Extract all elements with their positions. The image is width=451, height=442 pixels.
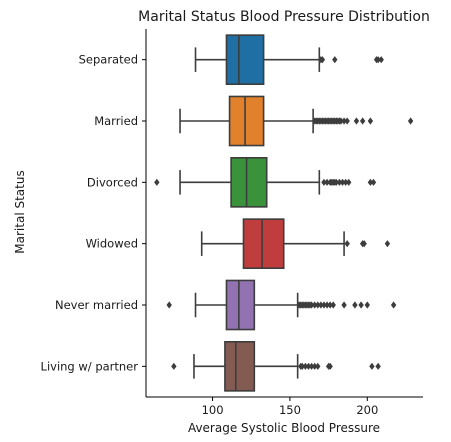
outlier-point: [407, 117, 414, 125]
x-tick-label: 100: [202, 403, 224, 417]
x-tick-label: 150: [279, 403, 301, 417]
outlier-point: [321, 178, 327, 186]
outlier-point: [332, 56, 338, 64]
outlier-point: [302, 362, 309, 370]
outlier-point: [327, 362, 333, 370]
outlier-point: [311, 362, 318, 370]
box: [228, 95, 265, 147]
outlier-point: [308, 362, 315, 370]
outlier-point: [171, 362, 177, 370]
outlier-point: [321, 301, 327, 309]
box: [225, 34, 265, 86]
outlier-point: [333, 178, 340, 186]
outlier-point: [375, 56, 381, 64]
y-tick-label: Never married: [55, 298, 138, 312]
outlier-point: [319, 56, 326, 64]
y-tick-label: Divorced: [87, 175, 138, 189]
chart-title: Marital Status Blood Pressure Distributi…: [138, 9, 430, 25]
outlier-point: [344, 117, 350, 125]
outlier-point: [384, 240, 391, 248]
box: [230, 157, 268, 208]
outlier-point: [370, 178, 377, 186]
box: [242, 218, 285, 269]
outlier-point: [352, 301, 358, 309]
y-tick-label: Married: [94, 114, 138, 128]
outlier-point: [318, 301, 324, 309]
outlier-point: [338, 117, 344, 125]
outlier-point: [341, 301, 347, 309]
outlier-point: [315, 362, 321, 370]
outlier-point: [364, 301, 370, 309]
outlier-point: [315, 301, 321, 309]
outlier-point: [305, 362, 312, 370]
outlier-point: [358, 301, 364, 309]
y-tick-label: Separated: [79, 53, 138, 67]
outlier-point: [308, 301, 315, 309]
outlier-point: [344, 240, 350, 248]
outlier-point: [369, 362, 375, 370]
outlier-point: [166, 301, 172, 309]
outlier-point: [342, 178, 349, 186]
outlier-point: [327, 301, 333, 309]
outlier-point: [299, 362, 305, 370]
plot-area: 100 150 200 Separated Married Divorced Widowed…: [41, 29, 423, 417]
outlier-point: [336, 178, 343, 186]
outlier-point: [367, 117, 374, 125]
x-tick-label: 200: [356, 403, 378, 417]
outlier-point: [346, 178, 352, 186]
outlier-point: [330, 301, 336, 309]
outlier-point: [324, 301, 330, 309]
outlier-point: [390, 301, 397, 309]
outlier-point: [359, 117, 366, 125]
box: [224, 340, 256, 392]
box: [225, 279, 256, 331]
outlier-point: [339, 178, 346, 186]
outlier-point: [375, 362, 381, 370]
x-axis-label: Average Systolic Blood Pressure: [188, 421, 380, 435]
outlier-point: [341, 117, 347, 125]
outlier-point: [361, 240, 367, 248]
outlier-point: [367, 178, 374, 186]
outlier-point: [154, 178, 160, 186]
y-tick-label: Widowed: [86, 237, 138, 251]
outlier-point: [311, 301, 318, 309]
y-tick-label: Living w/ partner: [41, 359, 139, 373]
y-axis-label: Marital Status: [13, 170, 27, 253]
outlier-point: [378, 56, 384, 64]
outlier-point: [353, 117, 360, 125]
outlier-point: [324, 178, 330, 186]
